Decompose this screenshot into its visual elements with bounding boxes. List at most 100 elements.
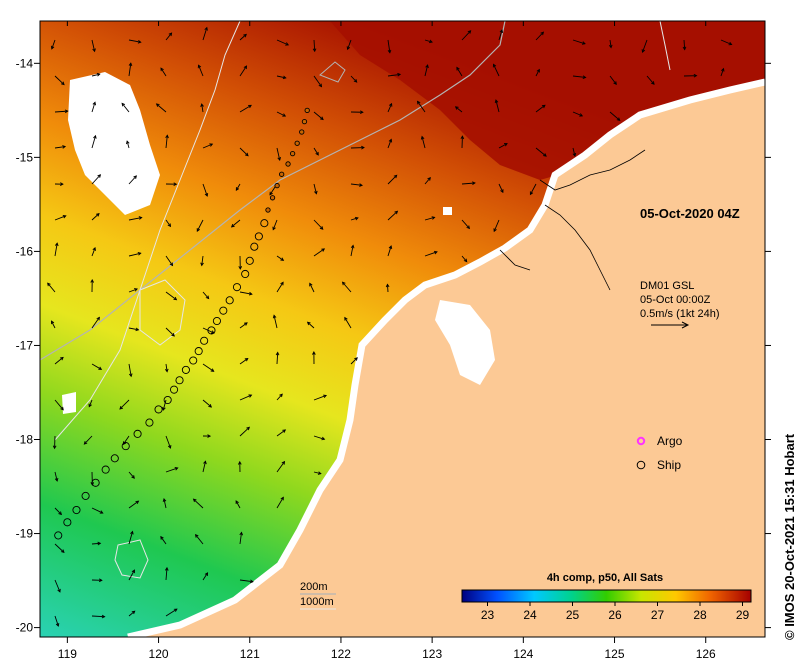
current-arrowhead bbox=[237, 460, 242, 465]
current-arrowhead bbox=[197, 64, 202, 69]
king-sound bbox=[435, 300, 495, 385]
current-arrowhead bbox=[128, 373, 133, 378]
current-arrowhead bbox=[246, 426, 250, 431]
cloud-gap bbox=[68, 72, 160, 215]
current-arrowhead bbox=[466, 225, 471, 230]
current-arrow bbox=[119, 399, 130, 410]
current-arrowhead bbox=[581, 41, 586, 45]
current-arrow bbox=[239, 394, 252, 401]
current-arrow bbox=[461, 30, 471, 41]
lon-tick-label: 125 bbox=[605, 647, 625, 661]
current-arrow bbox=[461, 219, 470, 229]
current-arrow bbox=[165, 255, 173, 266]
current-arrow bbox=[165, 291, 177, 301]
current-arrowhead bbox=[651, 81, 655, 85]
current-arrowhead bbox=[162, 406, 166, 411]
current-arrow bbox=[307, 321, 315, 329]
current-arrowhead bbox=[167, 223, 172, 228]
current-arrowhead bbox=[128, 62, 133, 67]
ship-track-point bbox=[219, 306, 228, 315]
current-arrowhead bbox=[204, 26, 208, 31]
current-arrowhead bbox=[275, 351, 280, 356]
current-arrowhead bbox=[200, 262, 204, 267]
current-arrow bbox=[347, 39, 352, 50]
lon-tick-label: 124 bbox=[513, 647, 533, 661]
current-arrow bbox=[417, 101, 426, 113]
current-arrow bbox=[495, 99, 500, 113]
current-arrow bbox=[91, 615, 105, 618]
current-arrowhead bbox=[472, 181, 476, 186]
current-arrow bbox=[202, 183, 208, 197]
current-arrow bbox=[530, 183, 537, 195]
current-arrow bbox=[128, 252, 141, 257]
current-arrow bbox=[313, 435, 325, 440]
current-arrow bbox=[313, 248, 325, 257]
ship-track-point bbox=[250, 242, 259, 251]
current-arrowhead bbox=[62, 145, 67, 149]
colorbar-tick-label: 29 bbox=[736, 608, 750, 622]
current-arrow bbox=[202, 291, 210, 299]
ship-track-point bbox=[279, 171, 285, 177]
current-arrowhead bbox=[130, 530, 134, 535]
ship-track-point bbox=[145, 418, 154, 427]
isobath-contour bbox=[659, 21, 671, 71]
current-arrowhead bbox=[315, 151, 319, 156]
current-arrow bbox=[128, 500, 139, 509]
current-arrow bbox=[202, 327, 215, 334]
current-arrow bbox=[313, 111, 324, 120]
ship-track-point bbox=[194, 347, 203, 356]
ship-track-point bbox=[200, 336, 209, 345]
current-arrowhead bbox=[135, 500, 140, 505]
current-arrowhead bbox=[388, 245, 393, 250]
current-arrow bbox=[128, 363, 132, 377]
current-arrowhead bbox=[608, 44, 613, 49]
current-arrow bbox=[350, 357, 358, 365]
lat-tick-label: -18 bbox=[16, 433, 34, 447]
current-arrow bbox=[276, 497, 284, 509]
ship-track-point bbox=[81, 491, 90, 500]
current-arrowhead bbox=[101, 614, 106, 619]
current-arrowhead bbox=[238, 266, 243, 270]
current-arrowhead bbox=[155, 103, 160, 107]
ship-track-point bbox=[245, 256, 254, 265]
current-arrow bbox=[350, 183, 363, 186]
current-arrowhead bbox=[492, 63, 497, 68]
current-arrowhead bbox=[90, 278, 95, 283]
current-arrowhead bbox=[248, 291, 253, 296]
current-arrowhead bbox=[97, 174, 102, 178]
ship-track-point bbox=[101, 465, 110, 474]
current-arrowhead bbox=[460, 135, 465, 140]
current-arrow bbox=[91, 73, 100, 77]
current-arrow bbox=[313, 395, 327, 401]
current-arrowhead bbox=[200, 103, 204, 108]
current-vectors bbox=[47, 26, 733, 627]
current-arrowhead bbox=[208, 404, 213, 408]
land-western-australia bbox=[128, 82, 765, 637]
ship-track-point bbox=[207, 326, 216, 335]
current-arrow bbox=[424, 64, 429, 77]
current-arrow bbox=[239, 579, 253, 583]
current-arrow bbox=[165, 327, 175, 337]
current-arrowhead bbox=[320, 116, 324, 121]
current-arrow bbox=[51, 320, 56, 329]
current-arrowhead bbox=[171, 332, 175, 337]
current-arrowhead bbox=[204, 192, 209, 197]
current-arrow bbox=[572, 39, 586, 45]
current-arrow bbox=[276, 352, 279, 365]
colorbar-tick-label: 26 bbox=[608, 608, 622, 622]
current-arrow bbox=[54, 471, 58, 482]
current-arrow bbox=[720, 68, 724, 77]
colorbar-tick-label: 27 bbox=[651, 608, 665, 622]
current-arrow bbox=[387, 39, 391, 53]
current-arrowhead bbox=[131, 610, 136, 615]
current-arrow bbox=[313, 75, 322, 87]
current-arrowhead bbox=[137, 251, 142, 256]
cloud-gap bbox=[443, 207, 452, 215]
lat-tick-label: -16 bbox=[16, 244, 34, 258]
ship-track-point bbox=[54, 531, 63, 540]
current-arrowhead bbox=[249, 579, 254, 584]
current-arrowhead bbox=[613, 81, 617, 86]
current-arrow bbox=[424, 177, 431, 185]
current-arrow bbox=[455, 106, 463, 113]
current-arrow bbox=[91, 542, 101, 545]
